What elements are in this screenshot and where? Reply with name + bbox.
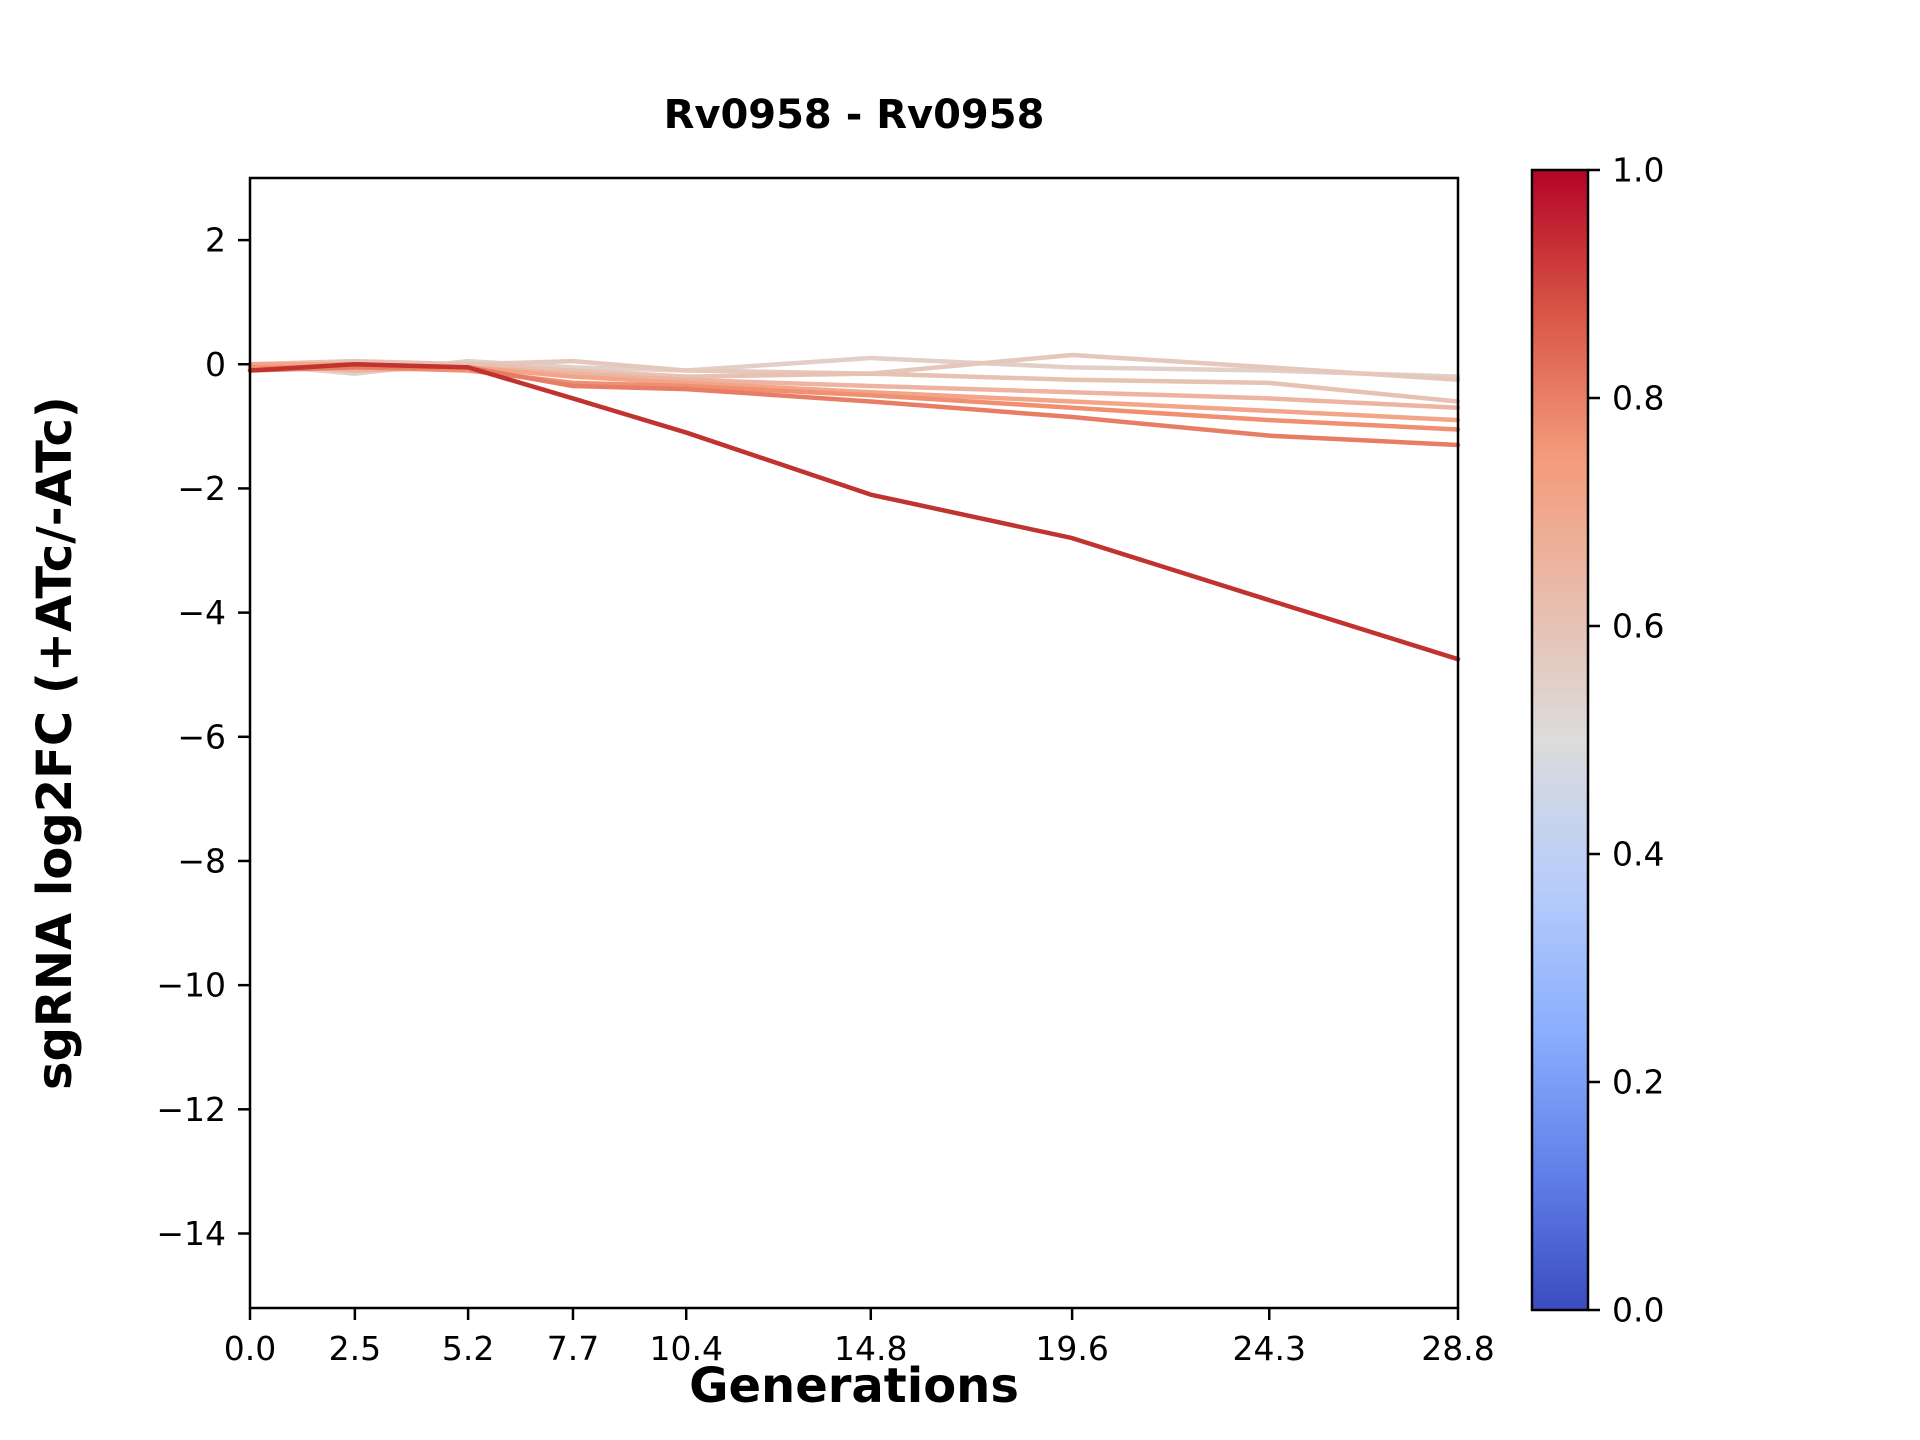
- y-tick-label: −2: [177, 469, 226, 508]
- series-line: [247, 365, 1461, 448]
- y-tick-label: 2: [205, 221, 226, 260]
- colorbar-tick-label: 1.0: [1612, 151, 1664, 190]
- colorbar-tick-label: 0.2: [1612, 1063, 1664, 1102]
- x-tick-label: 5.2: [442, 1329, 494, 1368]
- colorbar-tick-label: 0.4: [1612, 835, 1664, 874]
- x-axis-label: Generations: [689, 1358, 1019, 1414]
- series-line: [247, 358, 1461, 404]
- colorbar: [1530, 168, 1590, 1312]
- x-tick-label: 10.4: [649, 1329, 722, 1368]
- colorbar-tick-label: 0.8: [1612, 379, 1664, 418]
- y-tick-label: −6: [177, 717, 226, 756]
- axes-spines: [248, 176, 1460, 1310]
- x-tick-label: 14.8: [834, 1329, 907, 1368]
- colorbar-tick-label: 0.6: [1612, 607, 1664, 646]
- x-tick-label: 19.6: [1035, 1329, 1108, 1368]
- series-line: [247, 362, 1461, 662]
- y-tick-label: 0: [205, 345, 226, 384]
- x-tick-label: 24.3: [1233, 1329, 1306, 1368]
- x-tick-label: 28.8: [1421, 1329, 1494, 1368]
- y-tick-label: −10: [156, 966, 226, 1005]
- x-tick-label: 2.5: [329, 1329, 381, 1368]
- x-tick-label: 0.0: [224, 1329, 276, 1368]
- y-tick-label: −4: [177, 593, 226, 632]
- y-tick-label: −12: [156, 1090, 226, 1129]
- x-tick-label: 7.7: [547, 1329, 599, 1368]
- y-tick-label: −14: [156, 1214, 226, 1253]
- y-tick-label: −8: [177, 842, 226, 881]
- colorbar-tick-label: 0.0: [1612, 1291, 1664, 1330]
- chart-title: Rv0958 - Rv0958: [663, 92, 1045, 138]
